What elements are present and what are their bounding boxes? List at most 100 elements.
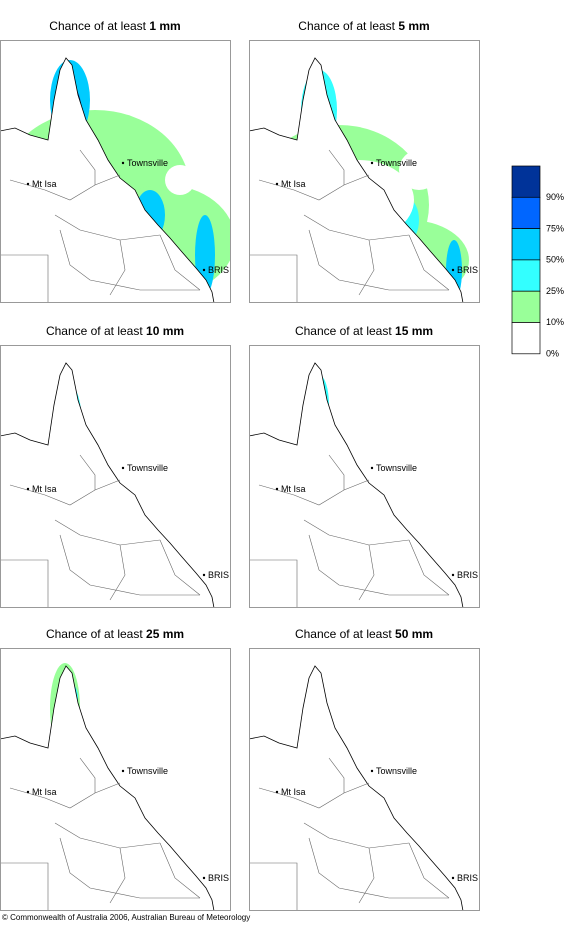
place-label: BRIS [457, 873, 478, 883]
border [308, 837, 449, 899]
border [79, 757, 96, 793]
frame [0, 648, 231, 911]
panel-title: Chance of at least 1 mm [49, 19, 180, 33]
panel-title: Chance of at least 10 mm [46, 324, 184, 338]
rain-area [65, 874, 135, 902]
frame [0, 345, 231, 608]
panel-title: Chance of at least 25 mm [46, 627, 184, 641]
border [9, 782, 121, 809]
rain-area [323, 885, 335, 891]
border [79, 454, 96, 490]
border [0, 254, 49, 303]
border [9, 174, 121, 201]
rain-area [299, 260, 389, 300]
place-label: BRIS [208, 873, 229, 883]
place-dot [26, 487, 30, 491]
place-dot [275, 487, 279, 491]
coastline [249, 362, 464, 608]
legend-label: 50% [546, 255, 564, 265]
border [54, 214, 161, 241]
place-dot [202, 876, 206, 880]
place-dot [370, 161, 374, 165]
rain-area [304, 160, 414, 240]
coastline [0, 665, 215, 911]
place-dot [275, 182, 279, 186]
coastline [249, 665, 464, 911]
rain-area [249, 485, 279, 585]
border [54, 822, 161, 849]
place-dot [370, 466, 374, 470]
place-dot [121, 769, 125, 773]
rain-area [45, 258, 155, 302]
panel-title: Chance of at least 50 mm [295, 627, 433, 641]
rain-area [62, 683, 78, 713]
rain [249, 375, 419, 603]
title-prefix: Chance of at least [46, 627, 143, 641]
border [249, 559, 298, 608]
panel-title: Chance of at least 5 mm [298, 19, 429, 33]
rain-area [399, 150, 439, 190]
rain-area [299, 567, 419, 603]
rain-area [309, 375, 329, 435]
border [249, 254, 298, 303]
place-label: BRIS [457, 570, 478, 580]
footer: © Commonwealth of Australia 2006, Austra… [2, 913, 250, 922]
map: Townsville Mt Isa BRIS [249, 40, 480, 303]
panel-title: Chance of at least 15 mm [295, 324, 433, 338]
title-amount: 1 mm [149, 19, 180, 33]
border [308, 229, 449, 291]
title-prefix: Chance of at least [295, 627, 392, 641]
rain [0, 663, 135, 902]
place-dot [121, 161, 125, 165]
border [258, 479, 370, 506]
border [109, 544, 126, 601]
map: Townsville Mt Isa BRIS [249, 345, 480, 608]
rain-area [0, 135, 60, 285]
place-label: Townsville [376, 158, 417, 168]
border [303, 519, 410, 546]
border [9, 479, 121, 506]
place-dot [451, 573, 455, 577]
rain-area [0, 455, 45, 575]
legend-label: 75% [546, 223, 564, 233]
legend-label: 0% [546, 349, 559, 359]
border [358, 544, 375, 601]
legend-swatch [511, 290, 541, 323]
coastline [0, 57, 215, 303]
rain-area [249, 140, 299, 280]
border [159, 234, 201, 291]
coastline [249, 57, 464, 303]
rain-area [0, 823, 22, 873]
legend-swatch [511, 196, 541, 229]
place-label: Mt Isa [32, 179, 57, 189]
place-dot [26, 790, 30, 794]
rain-area [0, 130, 35, 170]
border [0, 862, 49, 911]
border [303, 822, 410, 849]
rain-area [50, 60, 90, 140]
place-dot [451, 268, 455, 272]
border [59, 534, 200, 596]
frame [0, 40, 231, 303]
rain [315, 692, 335, 891]
rain-area [65, 571, 135, 599]
rain-area [165, 165, 195, 195]
border [258, 782, 370, 809]
rain-area [315, 692, 323, 704]
rain-area [334, 580, 384, 600]
title-prefix: Chance of at least [298, 19, 395, 33]
rain-area [50, 663, 80, 753]
border [0, 559, 49, 608]
place-dot [26, 182, 30, 186]
rain [0, 385, 180, 605]
place-label: Mt Isa [281, 179, 306, 189]
border [54, 519, 161, 546]
place-label: BRIS [208, 570, 229, 580]
border [358, 239, 375, 296]
map: Townsville Mt Isa BRIS [0, 648, 231, 911]
title-amount: 15 mm [395, 324, 433, 338]
rain [249, 70, 469, 300]
place-dot [370, 769, 374, 773]
place-label: Townsville [376, 766, 417, 776]
place-label: BRIS [457, 265, 478, 275]
